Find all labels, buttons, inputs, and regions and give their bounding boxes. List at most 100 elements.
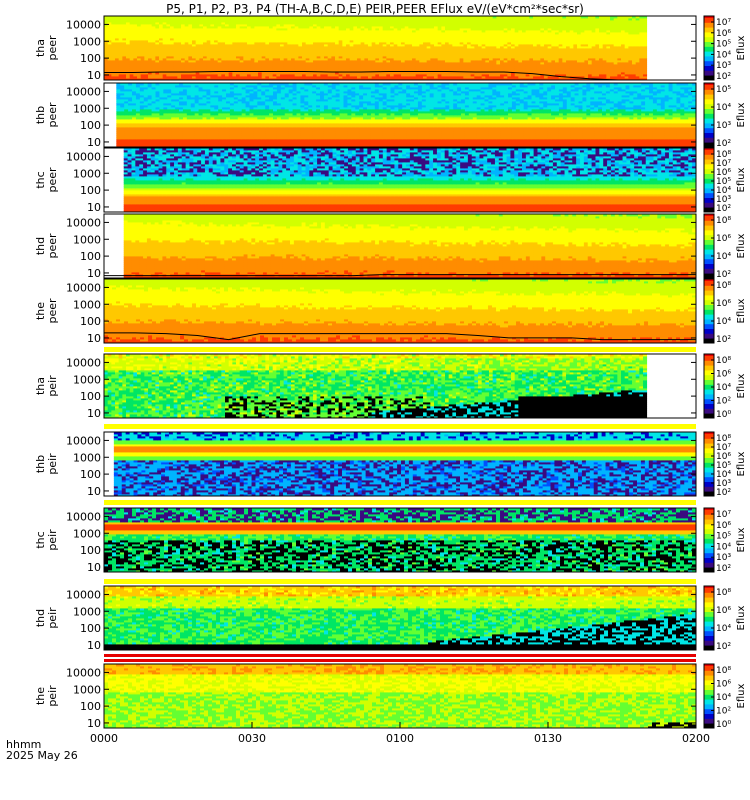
- heatmap-cell: [643, 78, 648, 81]
- heatmap-cell: [247, 56, 252, 59]
- heatmap-cell: [349, 70, 354, 73]
- heatmap-cell: [214, 52, 219, 55]
- heatmap-cell: [276, 68, 281, 71]
- heatmap-cell: [437, 58, 442, 61]
- heatmap-cell: [492, 64, 497, 67]
- heatmap-cell: [602, 54, 607, 57]
- heatmap-cell: [423, 78, 428, 81]
- heatmap-cell: [199, 54, 204, 57]
- heatmap-cell: [217, 60, 222, 63]
- heatmap-cell: [368, 72, 373, 75]
- heatmap-cell: [467, 66, 472, 69]
- heatmap-cell: [313, 52, 318, 55]
- heatmap-cell: [338, 62, 343, 65]
- heatmap-cell: [272, 62, 277, 65]
- heatmap-cell: [261, 72, 266, 75]
- heatmap-cell: [610, 76, 615, 79]
- heatmap-cell: [514, 56, 519, 59]
- heatmap-cell: [269, 78, 274, 81]
- heatmap-cell: [173, 76, 178, 79]
- heatmap-cell: [467, 68, 472, 71]
- heatmap-cell: [639, 78, 644, 81]
- heatmap-cell: [591, 70, 596, 73]
- heatmap-cell: [225, 58, 230, 61]
- heatmap-cell: [415, 76, 420, 79]
- heatmap-cell: [423, 72, 428, 75]
- heatmap-cell: [346, 60, 351, 63]
- heatmap-cell: [467, 54, 472, 57]
- heatmap-cell: [324, 74, 329, 77]
- heatmap-cell: [258, 56, 263, 59]
- heatmap-cell: [485, 76, 490, 79]
- heatmap-cell: [463, 74, 468, 77]
- heatmap-cell: [375, 58, 380, 61]
- heatmap-cell: [624, 60, 629, 63]
- heatmap-cell: [529, 76, 534, 79]
- heatmap-cell: [309, 72, 314, 75]
- heatmap-cell: [170, 54, 175, 57]
- heatmap-cell: [122, 60, 127, 63]
- heatmap-cell: [313, 62, 318, 65]
- heatmap-cell: [276, 54, 281, 57]
- heatmap-cell: [401, 64, 406, 67]
- heatmap-cell: [639, 70, 644, 73]
- heatmap-cell: [177, 74, 182, 77]
- heatmap-cell: [632, 78, 637, 81]
- heatmap-cell: [448, 66, 453, 69]
- heatmap-cell: [203, 74, 208, 77]
- heatmap-cell: [269, 60, 274, 63]
- heatmap-cell: [459, 72, 464, 75]
- heatmap-cell: [624, 68, 629, 71]
- heatmap-cell: [573, 60, 578, 63]
- heatmap-cell: [258, 58, 263, 61]
- heatmap-cell: [514, 60, 519, 63]
- heatmap-cell: [518, 74, 523, 77]
- heatmap-cell: [514, 58, 519, 61]
- heatmap-cell: [126, 70, 131, 73]
- heatmap-cell: [467, 78, 472, 81]
- heatmap-cell: [261, 60, 266, 63]
- heatmap-cell: [386, 60, 391, 63]
- heatmap-cell: [364, 64, 369, 67]
- heatmap-cell: [555, 62, 560, 65]
- heatmap-cell: [445, 64, 450, 67]
- heatmap-cell: [331, 78, 336, 81]
- heatmap-cell: [283, 72, 288, 75]
- heatmap-cell: [533, 74, 538, 77]
- heatmap-cell: [280, 52, 285, 55]
- heatmap-cell: [280, 60, 285, 63]
- heatmap-cell: [588, 62, 593, 65]
- heatmap-cell: [379, 62, 384, 65]
- heatmap-cell: [261, 68, 266, 71]
- heatmap-cell: [540, 60, 545, 63]
- heatmap-cell: [294, 56, 299, 59]
- heatmap-cell: [309, 52, 314, 55]
- heatmap-cell: [525, 76, 530, 79]
- heatmap-cell: [206, 54, 211, 57]
- heatmap-cell: [463, 62, 468, 65]
- heatmap-cell: [632, 74, 637, 77]
- heatmap-cell: [206, 64, 211, 67]
- heatmap-cell: [613, 64, 618, 67]
- heatmap-cell: [441, 54, 446, 57]
- heatmap-cell: [261, 74, 266, 77]
- heatmap-cell: [595, 68, 600, 71]
- heatmap-cell: [613, 58, 618, 61]
- heatmap-cell: [379, 78, 384, 81]
- heatmap-cell: [397, 64, 402, 67]
- heatmap-cell: [129, 72, 134, 75]
- heatmap-cell: [569, 58, 574, 61]
- heatmap-cell: [181, 66, 186, 69]
- heatmap-cell: [628, 72, 633, 75]
- heatmap-cell: [316, 76, 321, 79]
- heatmap-cell: [577, 74, 582, 77]
- heatmap-cell: [463, 64, 468, 67]
- heatmap-cell: [375, 74, 380, 77]
- heatmap-cell: [155, 70, 160, 73]
- heatmap-cell: [195, 72, 200, 75]
- heatmap-cell: [547, 56, 552, 59]
- heatmap-cell: [258, 66, 263, 69]
- heatmap-cell: [316, 68, 321, 71]
- heatmap-cell: [371, 58, 376, 61]
- heatmap-cell: [419, 72, 424, 75]
